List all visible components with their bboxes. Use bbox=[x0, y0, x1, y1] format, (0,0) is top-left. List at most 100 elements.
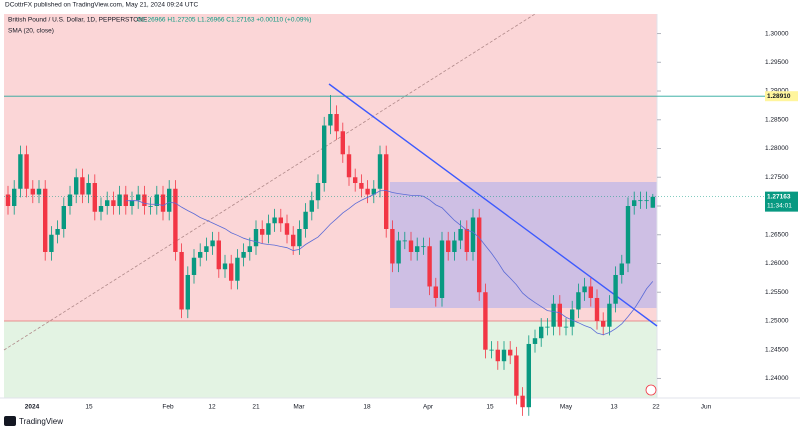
candle-body bbox=[489, 349, 494, 351]
y-tick-label: 1.30000 bbox=[765, 30, 789, 37]
x-tick-label: 12 bbox=[208, 404, 216, 411]
countdown: 11:34:01 bbox=[767, 202, 792, 209]
candle-body bbox=[12, 188, 17, 206]
candle-body bbox=[340, 131, 345, 155]
candle-body bbox=[415, 246, 420, 252]
ohlc: O1.26966 H1.27205 L1.26966 C1.27163 +0.0… bbox=[137, 17, 311, 24]
candle-body bbox=[49, 234, 54, 252]
candle-body bbox=[241, 251, 246, 258]
candle-body bbox=[470, 217, 476, 252]
candle-body bbox=[129, 200, 135, 206]
candle-body bbox=[570, 309, 575, 327]
candle-body bbox=[98, 206, 104, 212]
x-tick-label: Jun bbox=[701, 404, 712, 411]
candle-body bbox=[452, 240, 457, 252]
sma-line bbox=[125, 190, 654, 336]
candle-body bbox=[5, 194, 11, 206]
candle-body bbox=[458, 228, 463, 241]
y-tick-label: 1.25000 bbox=[765, 318, 789, 325]
candle-body bbox=[160, 194, 166, 212]
last-price-box bbox=[765, 191, 798, 212]
candle-body bbox=[514, 355, 519, 396]
candle-body bbox=[433, 286, 438, 298]
candle-body bbox=[359, 183, 364, 189]
candles bbox=[5, 95, 655, 416]
candle-body bbox=[24, 154, 29, 189]
candle-body bbox=[315, 183, 321, 201]
x-tick-label: 2024 bbox=[25, 404, 40, 411]
candle-body bbox=[297, 228, 302, 247]
candle-body bbox=[284, 223, 290, 235]
candle-body bbox=[105, 200, 110, 206]
x-tick-label: 13 bbox=[610, 404, 618, 411]
alert-icon[interactable] bbox=[645, 384, 657, 396]
x-tick-label: 18 bbox=[363, 404, 371, 411]
candle-body bbox=[92, 183, 97, 212]
candle-body bbox=[18, 154, 23, 189]
candle-body bbox=[483, 292, 488, 350]
candle-body bbox=[303, 211, 308, 229]
x-tick-label: 15 bbox=[85, 404, 93, 411]
candle-body bbox=[67, 194, 73, 206]
level-label: 1.28910 bbox=[767, 93, 791, 100]
candle-body bbox=[594, 297, 600, 321]
y-tick-label: 1.24500 bbox=[765, 346, 789, 353]
y-tick-label: 1.28500 bbox=[765, 116, 789, 123]
candle-body bbox=[322, 125, 327, 184]
candle-body bbox=[204, 246, 209, 252]
publisher: DCottrFX published on TradingView.com, M… bbox=[5, 2, 198, 9]
x-tick-label: 21 bbox=[252, 404, 260, 411]
candle-body bbox=[613, 274, 618, 304]
candle-body bbox=[260, 228, 265, 235]
candle-body bbox=[167, 188, 172, 212]
candle-body bbox=[154, 194, 159, 206]
candle-body bbox=[644, 200, 649, 202]
candle-body bbox=[607, 303, 612, 327]
candle-body bbox=[421, 246, 426, 248]
candle-body bbox=[142, 194, 147, 206]
candle-body bbox=[551, 303, 556, 327]
candle-body bbox=[377, 154, 383, 189]
candle-body bbox=[532, 338, 538, 344]
candle-body bbox=[179, 251, 184, 310]
x-tick-label: May bbox=[560, 404, 573, 411]
candle-body bbox=[582, 286, 587, 293]
candle-body bbox=[557, 303, 562, 327]
candle-body bbox=[601, 320, 606, 327]
candle-body bbox=[650, 196, 655, 208]
candle-body bbox=[402, 240, 407, 242]
candle-body bbox=[396, 240, 401, 264]
candle-body bbox=[390, 228, 395, 264]
candle-body bbox=[520, 395, 525, 408]
candle-body bbox=[43, 188, 48, 252]
candle-body bbox=[198, 251, 203, 258]
candle-body bbox=[446, 240, 451, 252]
y-tick-label: 1.29500 bbox=[765, 59, 789, 66]
candle-body bbox=[563, 326, 569, 328]
candle-body bbox=[229, 263, 234, 281]
y-tick-label: 1.26000 bbox=[765, 260, 789, 267]
candle-body bbox=[439, 240, 445, 298]
candle-body bbox=[80, 177, 85, 195]
indicator: SMA (20, close) bbox=[8, 28, 54, 35]
candle-body bbox=[272, 217, 277, 224]
candle-body bbox=[588, 286, 593, 298]
candle-body bbox=[625, 206, 631, 264]
candle-body bbox=[353, 177, 358, 184]
candle-body bbox=[427, 246, 432, 287]
y-tick-label: 1.24000 bbox=[765, 375, 789, 382]
candle-body bbox=[501, 349, 507, 362]
trendline bbox=[328, 83, 658, 327]
candle-body bbox=[36, 188, 42, 195]
candle-body bbox=[632, 200, 637, 206]
x-tick-label: 15 bbox=[486, 404, 494, 411]
candle-body bbox=[365, 188, 370, 195]
candle-body bbox=[216, 240, 221, 270]
y-tick-label: 1.26500 bbox=[765, 231, 789, 238]
candle-body bbox=[111, 200, 116, 206]
candle-body bbox=[123, 194, 128, 206]
candle-body bbox=[235, 257, 240, 281]
x-tick-label: Feb bbox=[162, 404, 174, 411]
candle-body bbox=[74, 177, 79, 195]
